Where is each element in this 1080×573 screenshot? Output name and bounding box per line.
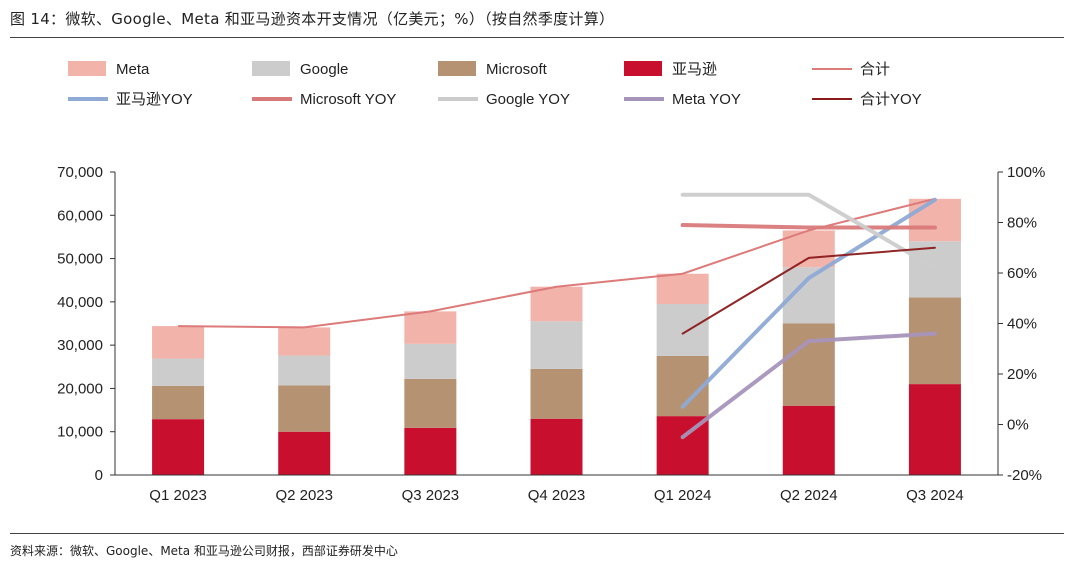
left-y-axis: 0 10,000 20,000 30,000 40,000 50,000 60,000 70,…: [57, 164, 116, 484]
bar-segment: [404, 311, 457, 344]
left-tick-label: 40,000: [57, 294, 103, 311]
right-tick-label: 20%: [1007, 366, 1037, 383]
bar-segment: [152, 385, 205, 420]
bar-segment: [278, 431, 331, 475]
bar-segment: [404, 378, 457, 428]
yoy-line: [681, 246, 936, 335]
bar-segment: [782, 323, 835, 406]
bar-segment: [404, 427, 457, 475]
bar-segment: [530, 286, 583, 322]
bar-segment: [530, 418, 583, 475]
x-tick-label: Q1 2023: [149, 487, 207, 504]
figure-title: 图 14：微软、Google、Meta 和亚马逊资本开支情况（亿美元；%）（按自…: [10, 10, 615, 28]
legend-label: Meta YOY: [672, 91, 741, 108]
bar-segment: [152, 419, 205, 475]
total-line: [178, 197, 936, 329]
left-tick-label: 10,000: [57, 424, 103, 441]
right-tick-label: -20%: [1007, 467, 1042, 484]
legend-swatch: [252, 61, 290, 76]
yoy-line: [680, 192, 937, 270]
legend-label: 合计: [860, 61, 890, 78]
legend-label: Meta: [116, 61, 150, 78]
bar-segment: [152, 326, 205, 359]
bar-segment: [908, 297, 961, 385]
legend-label: Microsoft: [486, 61, 548, 78]
bar-segment: [530, 321, 583, 369]
legend-label: Google YOY: [486, 91, 570, 108]
bar-segment: [278, 355, 331, 386]
x-tick-label: Q1 2024: [654, 487, 712, 504]
right-tick-label: 40%: [1007, 316, 1037, 333]
legend-label: Google: [300, 61, 348, 78]
right-tick-label: 80%: [1007, 215, 1037, 232]
x-tick-label: Q2 2024: [780, 487, 838, 504]
title-divider: [10, 37, 1064, 38]
line-series: [178, 192, 937, 440]
legend-label: 亚马逊YOY: [116, 91, 193, 108]
bar-segment: [908, 384, 961, 475]
right-tick-label: 60%: [1007, 265, 1037, 282]
left-tick-label: 20,000: [57, 380, 103, 397]
legend-swatch: [438, 61, 476, 76]
bar-segment: [152, 358, 205, 386]
x-tick-label: Q2 2023: [275, 487, 333, 504]
right-y-axis: -20% 0% 20% 40% 60% 80% 100%: [997, 164, 1045, 484]
bar-segment: [908, 198, 961, 242]
bar-segment: [278, 327, 331, 356]
legend-swatch: [68, 61, 106, 76]
bar-segment: [404, 343, 457, 379]
bar-segment: [656, 304, 709, 356]
left-tick-label: 60,000: [57, 207, 103, 224]
legend-label: 合计YOY: [860, 91, 922, 108]
x-tick-label: Q3 2023: [402, 487, 460, 504]
stacked-bars: [152, 198, 961, 475]
right-tick-label: 100%: [1007, 164, 1045, 181]
yoy-line: [680, 331, 937, 440]
bar-segment: [278, 385, 331, 432]
bar-segment: [782, 405, 835, 475]
legend-swatch: [624, 61, 662, 76]
left-tick-label: 70,000: [57, 164, 103, 181]
legend-label: 亚马逊: [672, 61, 717, 78]
bar-segment: [530, 368, 583, 419]
left-tick-label: 50,000: [57, 251, 103, 268]
source-divider: [10, 533, 1064, 534]
right-tick-label: 0%: [1007, 417, 1029, 434]
yoy-line: [680, 223, 937, 230]
x-axis: Q1 2023 Q2 2023 Q3 2023 Q4 2023 Q1 2024 Q2 20…: [115, 474, 998, 504]
bar-segment: [656, 273, 709, 305]
source-note: 资料来源：微软、Google、Meta 和亚马逊公司财报，西部证券研发中心: [10, 544, 398, 558]
left-tick-label: 0: [95, 467, 103, 484]
legend-label: Microsoft YOY: [300, 91, 396, 108]
x-tick-label: Q4 2023: [528, 487, 586, 504]
x-tick-label: Q3 2024: [906, 487, 964, 504]
left-tick-label: 30,000: [57, 337, 103, 354]
